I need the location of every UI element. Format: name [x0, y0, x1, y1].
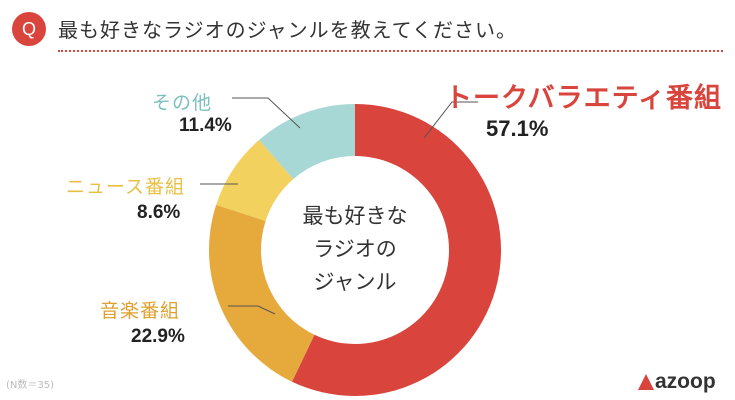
question-text: 最も好きなラジオのジャンルを教えてください。 — [58, 18, 517, 42]
value-label-talk: 57.1% — [486, 116, 549, 141]
logo-mark-icon — [638, 374, 654, 390]
center-line-2: ラジオの — [313, 237, 397, 261]
leader-line-talk — [423, 101, 478, 139]
chart-center-label: 最も好きな ラジオの ジャンル — [245, 200, 465, 299]
category-label-other: その他 — [152, 92, 213, 114]
value-label-news: 8.6% — [137, 202, 181, 223]
leader-line-music — [228, 305, 276, 315]
donut-slice-talk — [292, 104, 502, 396]
donut-slice-news — [216, 139, 294, 221]
center-line-3: ジャンル — [313, 270, 397, 294]
category-label-talk: トークバラエティ番組 — [445, 83, 723, 114]
category-label-music: 音楽番組 — [100, 300, 181, 322]
donut-slice-other — [259, 104, 355, 180]
azoop-logo: azoop — [637, 370, 716, 394]
donut-slice-music — [209, 204, 315, 382]
header-divider — [58, 50, 723, 52]
category-label-news: ニュース番組 — [66, 176, 186, 198]
logo-text: azoop — [655, 370, 716, 393]
question-badge: Q — [12, 12, 46, 46]
sample-size-note: (N数＝35) — [6, 380, 55, 391]
value-label-other: 11.4% — [179, 115, 232, 136]
value-label-music: 22.9% — [131, 326, 185, 347]
leader-line-other — [232, 97, 301, 129]
center-line-1: 最も好きな — [302, 204, 408, 228]
